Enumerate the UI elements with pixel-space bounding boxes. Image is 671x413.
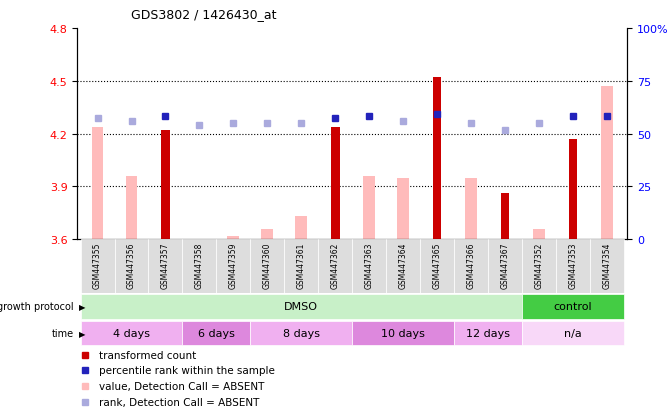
Bar bbox=[488, 240, 522, 293]
Bar bbox=[590, 240, 624, 293]
Bar bbox=[318, 240, 352, 293]
Bar bbox=[433, 78, 442, 240]
Text: 12 days: 12 days bbox=[466, 328, 510, 339]
Text: GDS3802 / 1426430_at: GDS3802 / 1426430_at bbox=[131, 8, 276, 21]
Bar bbox=[250, 240, 285, 293]
Text: GSM447355: GSM447355 bbox=[93, 242, 102, 289]
Bar bbox=[420, 240, 454, 293]
Text: growth protocol: growth protocol bbox=[0, 301, 74, 312]
Bar bbox=[148, 240, 183, 293]
Text: GSM447363: GSM447363 bbox=[365, 242, 374, 289]
Text: control: control bbox=[554, 301, 592, 312]
Bar bbox=[161, 131, 170, 240]
Text: GSM447354: GSM447354 bbox=[603, 242, 611, 289]
Bar bbox=[92, 127, 103, 240]
Bar bbox=[454, 240, 488, 293]
Text: ▶: ▶ bbox=[79, 302, 85, 311]
Text: 10 days: 10 days bbox=[381, 328, 425, 339]
Text: GSM447364: GSM447364 bbox=[399, 242, 408, 289]
Text: value, Detection Call = ABSENT: value, Detection Call = ABSENT bbox=[99, 382, 264, 392]
Bar bbox=[262, 229, 273, 240]
Text: rank, Detection Call = ABSENT: rank, Detection Call = ABSENT bbox=[99, 397, 260, 407]
Bar bbox=[533, 229, 545, 240]
Text: DMSO: DMSO bbox=[285, 301, 318, 312]
Text: GSM447352: GSM447352 bbox=[535, 242, 544, 289]
Text: GSM447356: GSM447356 bbox=[127, 242, 136, 289]
Bar bbox=[227, 236, 240, 240]
Bar bbox=[183, 321, 250, 346]
Bar bbox=[363, 176, 375, 240]
Bar bbox=[125, 176, 138, 240]
Bar bbox=[217, 240, 250, 293]
Text: GSM447367: GSM447367 bbox=[501, 242, 509, 289]
Bar bbox=[250, 321, 352, 346]
Bar bbox=[331, 127, 340, 240]
Text: GSM447358: GSM447358 bbox=[195, 242, 204, 289]
Bar bbox=[285, 240, 318, 293]
Bar bbox=[522, 294, 624, 319]
Bar bbox=[386, 240, 420, 293]
Bar bbox=[454, 321, 522, 346]
Bar bbox=[465, 178, 477, 240]
Bar bbox=[601, 87, 613, 240]
Text: n/a: n/a bbox=[564, 328, 582, 339]
Text: GSM447360: GSM447360 bbox=[263, 242, 272, 289]
Text: GSM447357: GSM447357 bbox=[161, 242, 170, 289]
Text: GSM447359: GSM447359 bbox=[229, 242, 238, 289]
Text: 4 days: 4 days bbox=[113, 328, 150, 339]
Bar bbox=[81, 294, 522, 319]
Bar bbox=[295, 217, 307, 240]
Text: 8 days: 8 days bbox=[283, 328, 320, 339]
Text: percentile rank within the sample: percentile rank within the sample bbox=[99, 366, 275, 375]
Text: transformed count: transformed count bbox=[99, 350, 197, 360]
Bar bbox=[81, 240, 115, 293]
Text: GSM447362: GSM447362 bbox=[331, 242, 340, 289]
Text: time: time bbox=[52, 328, 74, 339]
Text: GSM447353: GSM447353 bbox=[568, 242, 578, 289]
Text: ▶: ▶ bbox=[79, 329, 85, 338]
Bar bbox=[397, 178, 409, 240]
Bar bbox=[556, 240, 590, 293]
Bar bbox=[569, 140, 577, 240]
Bar bbox=[81, 321, 183, 346]
Bar bbox=[352, 321, 454, 346]
Bar bbox=[352, 240, 386, 293]
Text: GSM447361: GSM447361 bbox=[297, 242, 306, 289]
Bar bbox=[183, 240, 217, 293]
Bar bbox=[501, 194, 509, 240]
Text: 6 days: 6 days bbox=[198, 328, 235, 339]
Text: GSM447365: GSM447365 bbox=[433, 242, 442, 289]
Text: GSM447366: GSM447366 bbox=[466, 242, 476, 289]
Bar bbox=[522, 240, 556, 293]
Bar bbox=[522, 321, 624, 346]
Bar bbox=[115, 240, 148, 293]
